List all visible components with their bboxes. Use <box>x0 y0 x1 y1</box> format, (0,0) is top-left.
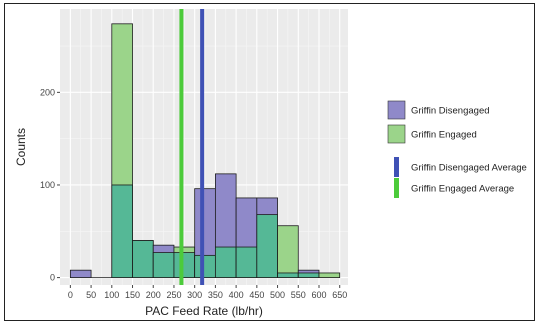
bar-engaged <box>318 272 341 278</box>
bars <box>69 23 341 278</box>
x-axis-ticks: 0 50 100 150 200 250 300 350 400 450 500 550 600 650 <box>68 285 347 300</box>
y-axis-label: Counts <box>14 128 28 166</box>
legend: Griffin Disengaged Griffin Engaged Griffin… <box>387 100 527 198</box>
bar-engaged <box>277 225 299 278</box>
legend-key-griffin-engaged-average <box>394 178 399 198</box>
x-tick-label: 500 <box>270 290 285 300</box>
bar-overlap <box>194 254 216 278</box>
y-tick-label: 100 <box>40 180 55 190</box>
x-tick-label: 450 <box>249 290 264 300</box>
x-tick-label: 250 <box>166 290 181 300</box>
legend-key-griffin-engaged <box>387 124 406 144</box>
bar-overlap <box>297 272 320 278</box>
bar-overlap <box>256 214 278 278</box>
legend-label: Griffin Disengaged <box>411 106 490 117</box>
y-axis-ticks: 0 100 200 <box>40 87 60 283</box>
bar-overlap <box>173 252 196 278</box>
x-tick-label: 150 <box>125 290 140 300</box>
legend-label: Griffin Engaged <box>411 130 477 141</box>
x-tick-label: 300 <box>187 290 202 300</box>
y-tick-label: 200 <box>40 87 55 97</box>
legend-key-griffin-disengaged <box>387 100 406 120</box>
bar-overlap <box>214 246 237 278</box>
chart-frame: 0 50 100 150 200 250 300 350 400 450 500 550 600 650 … <box>4 3 535 321</box>
bar-overlap <box>277 272 299 278</box>
x-tick-label: 550 <box>291 290 306 300</box>
average-lines <box>179 9 205 285</box>
bar-overlap <box>152 252 175 278</box>
x-tick-label: 650 <box>332 290 347 300</box>
legend-label: Griffin Engaged Average <box>411 184 514 195</box>
y-tick-label: 0 <box>50 273 55 283</box>
x-tick-label: 350 <box>208 290 223 300</box>
x-tick-label: 600 <box>311 290 326 300</box>
x-tick-label: 100 <box>104 290 119 300</box>
legend-key-griffin-disengaged-average <box>394 157 399 177</box>
legend-label: Griffin Disengaged Average <box>411 163 527 174</box>
x-tick-label: 0 <box>68 290 73 300</box>
x-tick-label: 50 <box>86 290 96 300</box>
x-axis-label: PAC Feed Rate (lb/hr) <box>145 304 263 318</box>
bar-overlap <box>235 246 258 278</box>
histogram-chart: 0 50 100 150 200 250 300 350 400 450 500 550 600 650 … <box>14 9 527 318</box>
bar-disengaged <box>69 269 92 278</box>
x-tick-label: 200 <box>146 290 161 300</box>
bar-overlap <box>111 184 133 278</box>
x-tick-label: 400 <box>229 290 244 300</box>
bar-overlap <box>132 240 154 278</box>
